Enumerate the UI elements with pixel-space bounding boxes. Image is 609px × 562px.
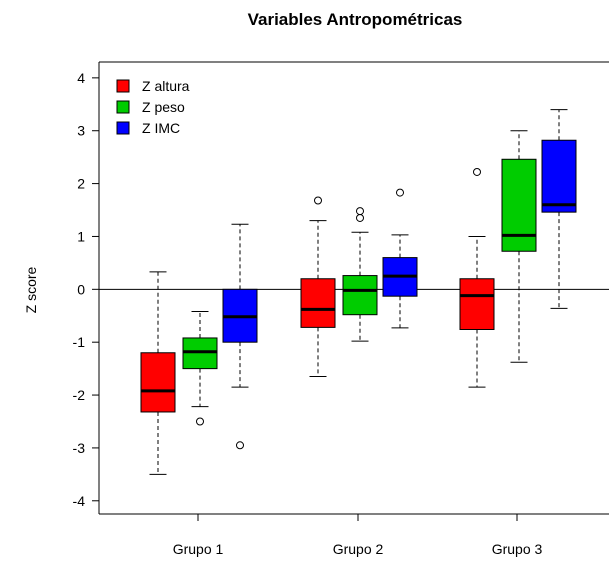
legend-label: Z IMC [142, 120, 180, 136]
legend-label: Z altura [142, 78, 190, 94]
plot-area: 4 3 2 1 0 -1 -2 -3 -4 Grupo 1 Grupo 2 Grupo 3 Z altu… [73, 61, 609, 557]
legend-swatch [116, 121, 130, 135]
y-axis-title: Z score [23, 266, 39, 313]
x-tick-label: Grupo 1 [173, 541, 224, 557]
box-altura [140, 352, 176, 413]
outlier-point [396, 188, 404, 197]
y-tick-label: -4 [73, 493, 86, 509]
legend-swatch [116, 79, 130, 93]
outlier-point [356, 207, 364, 216]
outlier-point [314, 196, 322, 205]
y-tick-label: 0 [77, 281, 85, 297]
legend-label: Z peso [142, 99, 185, 115]
y-tick-label: -3 [73, 440, 86, 456]
y-tick-label: 4 [77, 70, 85, 86]
box-peso [182, 337, 218, 370]
y-tick-label: -1 [73, 334, 86, 350]
legend-swatch [116, 100, 130, 114]
chart-title: Variables Antropométricas [248, 10, 463, 29]
outlier-point [236, 441, 244, 450]
y-tick-label: 3 [77, 123, 85, 139]
y-tick-label: -2 [73, 387, 86, 403]
box-peso [342, 275, 378, 316]
x-tick-label: Grupo 2 [333, 541, 384, 557]
box-peso [501, 158, 537, 252]
y-tick-label: 1 [77, 228, 85, 244]
box-altura [300, 278, 336, 328]
x-tick-label: Grupo 3 [492, 541, 543, 557]
box-imc [541, 139, 577, 213]
outlier-point [196, 417, 204, 426]
y-tick-label: 2 [77, 176, 85, 192]
outlier-point [473, 167, 481, 176]
outlier-point [356, 213, 364, 222]
box-altura [459, 278, 495, 330]
